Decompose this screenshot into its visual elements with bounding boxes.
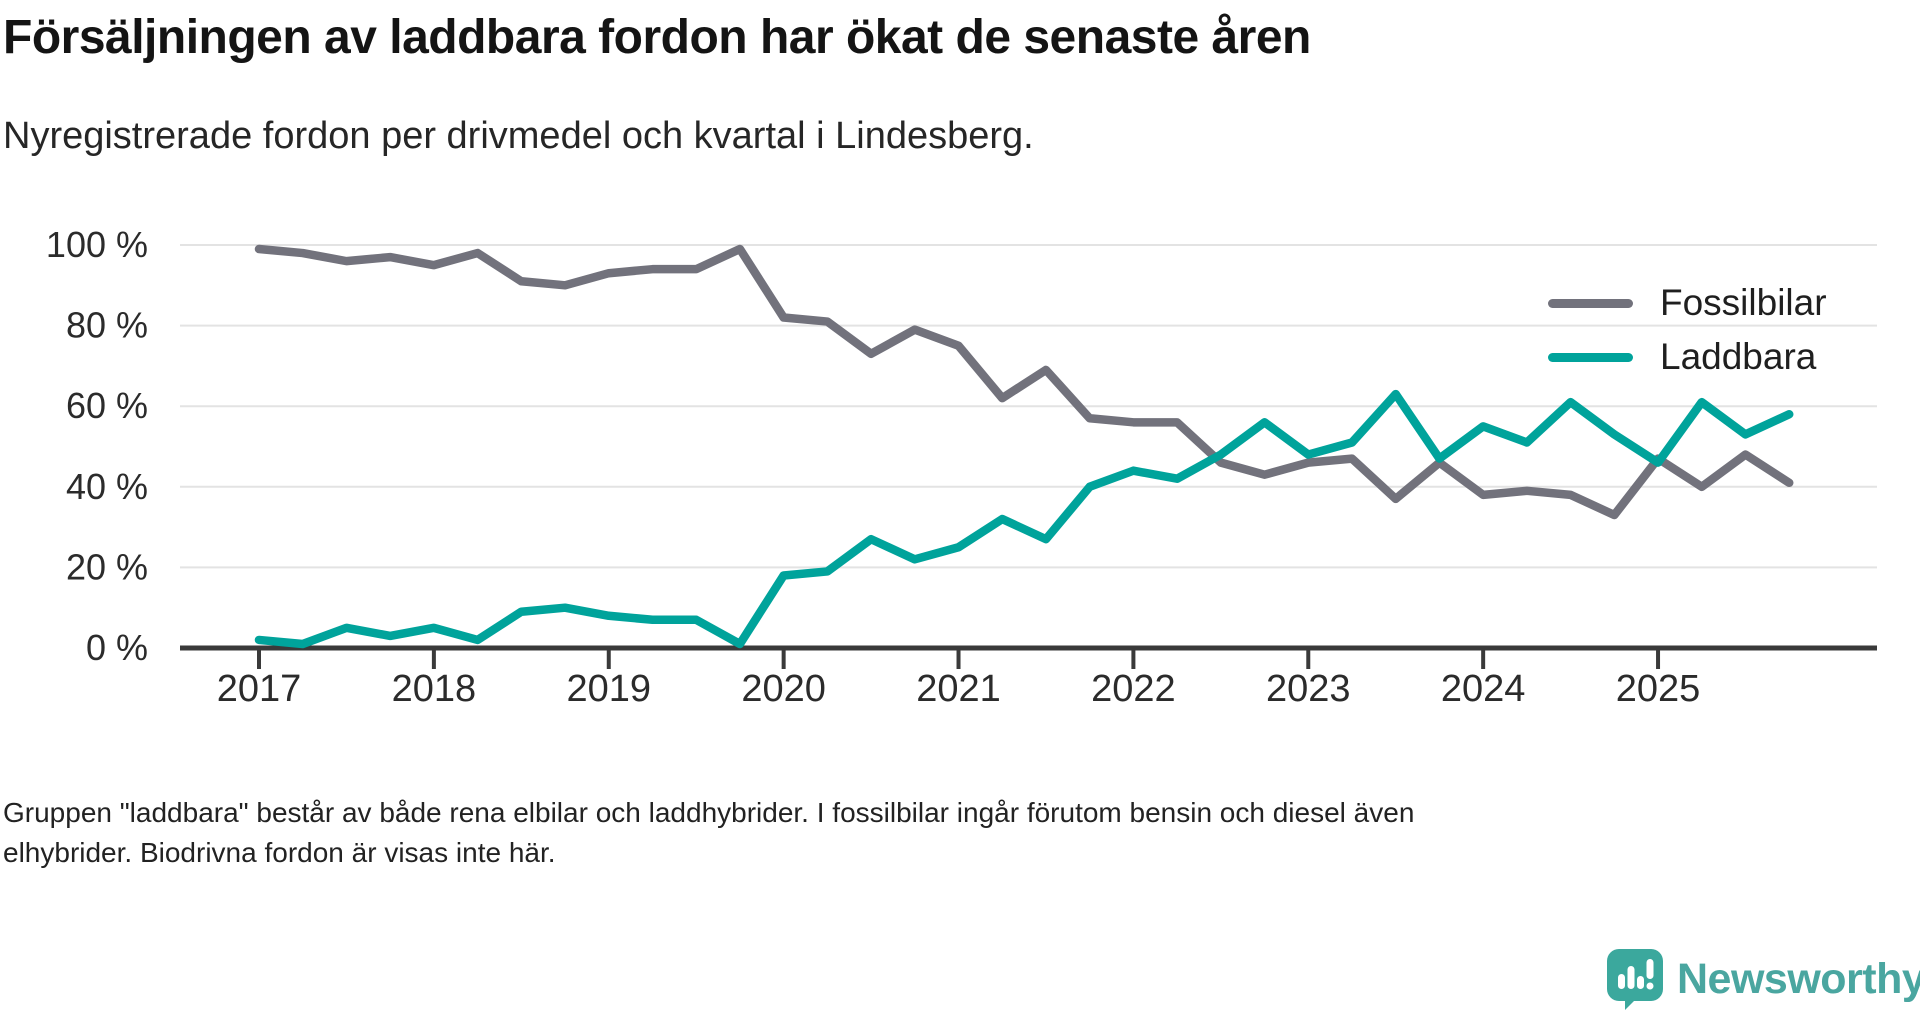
newsworthy-brand-text: Newsworthy <box>1677 954 1920 1003</box>
x-axis-label: 2021 <box>916 668 1001 710</box>
x-axis-label: 2019 <box>566 668 651 710</box>
series-line-laddbara <box>254 389 1794 649</box>
legend-swatch-laddbara <box>1548 352 1633 362</box>
footnote-line: elhybrider. Biodrivna fordon är visas in… <box>3 837 556 868</box>
y-axis-label: 40 % <box>66 466 148 507</box>
legend-item-laddbara: Laddbara <box>1548 330 1827 384</box>
x-axis-label: 2017 <box>217 668 302 710</box>
legend-label-fossilbilar: Fossilbilar <box>1660 282 1827 323</box>
x-axis-label: 2020 <box>741 668 826 710</box>
footnote: Gruppen "laddbara" består av både rena e… <box>3 793 1603 873</box>
y-axis-label: 100 % <box>46 224 148 265</box>
y-axis-label: 20 % <box>66 546 148 587</box>
legend-swatch-fossilbilar <box>1548 298 1633 308</box>
x-axis-label: 2025 <box>1616 668 1701 710</box>
legend: Fossilbilar Laddbara <box>1548 276 1827 384</box>
legend-label-laddbara: Laddbara <box>1660 336 1817 377</box>
x-axis-label: 2024 <box>1441 668 1526 710</box>
footnote-line: Gruppen "laddbara" består av både rena e… <box>3 797 1415 828</box>
x-axis-label: 2023 <box>1266 668 1351 710</box>
y-axis-label: 80 % <box>66 305 148 346</box>
newsworthy-logo: Newsworthy <box>1606 948 1920 1010</box>
legend-item-fossilbilar: Fossilbilar <box>1548 276 1827 330</box>
x-axis-label: 2022 <box>1091 668 1176 710</box>
series-line-fossilbilar <box>254 244 1794 520</box>
page-title: Försäljningen av laddbara fordon har öka… <box>3 11 1311 64</box>
page-subtitle: Nyregistrerade fordon per drivmedel och … <box>3 115 1034 157</box>
newsworthy-bubble-icon <box>1607 949 1663 1010</box>
y-axis-label: 60 % <box>66 385 148 426</box>
x-axis-label: 2018 <box>392 668 477 710</box>
y-axis-label: 0 % <box>86 627 148 668</box>
